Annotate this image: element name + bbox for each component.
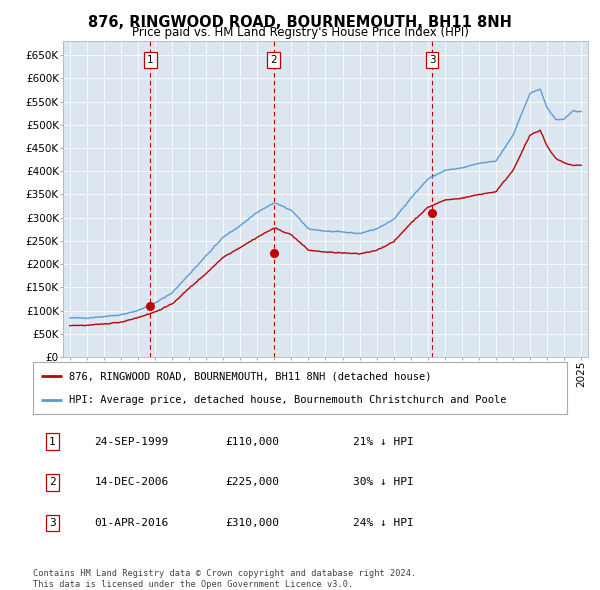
Text: 876, RINGWOOD ROAD, BOURNEMOUTH, BH11 8NH: 876, RINGWOOD ROAD, BOURNEMOUTH, BH11 8N… (88, 15, 512, 30)
Text: 14-DEC-2006: 14-DEC-2006 (94, 477, 169, 487)
Text: 3: 3 (429, 55, 436, 65)
Text: 1: 1 (147, 55, 154, 65)
Text: 01-APR-2016: 01-APR-2016 (94, 518, 169, 528)
Text: Price paid vs. HM Land Registry's House Price Index (HPI): Price paid vs. HM Land Registry's House … (131, 26, 469, 39)
Text: 876, RINGWOOD ROAD, BOURNEMOUTH, BH11 8NH (detached house): 876, RINGWOOD ROAD, BOURNEMOUTH, BH11 8N… (70, 371, 432, 381)
Text: 24-SEP-1999: 24-SEP-1999 (94, 437, 169, 447)
Text: 24% ↓ HPI: 24% ↓ HPI (353, 518, 414, 528)
Text: HPI: Average price, detached house, Bournemouth Christchurch and Poole: HPI: Average price, detached house, Bour… (70, 395, 507, 405)
Text: £225,000: £225,000 (225, 477, 279, 487)
Text: 1: 1 (49, 437, 56, 447)
Text: £110,000: £110,000 (225, 437, 279, 447)
Text: 2: 2 (49, 477, 56, 487)
Text: Contains HM Land Registry data © Crown copyright and database right 2024.
This d: Contains HM Land Registry data © Crown c… (33, 569, 416, 589)
Text: 30% ↓ HPI: 30% ↓ HPI (353, 477, 414, 487)
Text: 2: 2 (270, 55, 277, 65)
Text: £310,000: £310,000 (225, 518, 279, 528)
Text: 3: 3 (49, 518, 56, 528)
Text: 21% ↓ HPI: 21% ↓ HPI (353, 437, 414, 447)
